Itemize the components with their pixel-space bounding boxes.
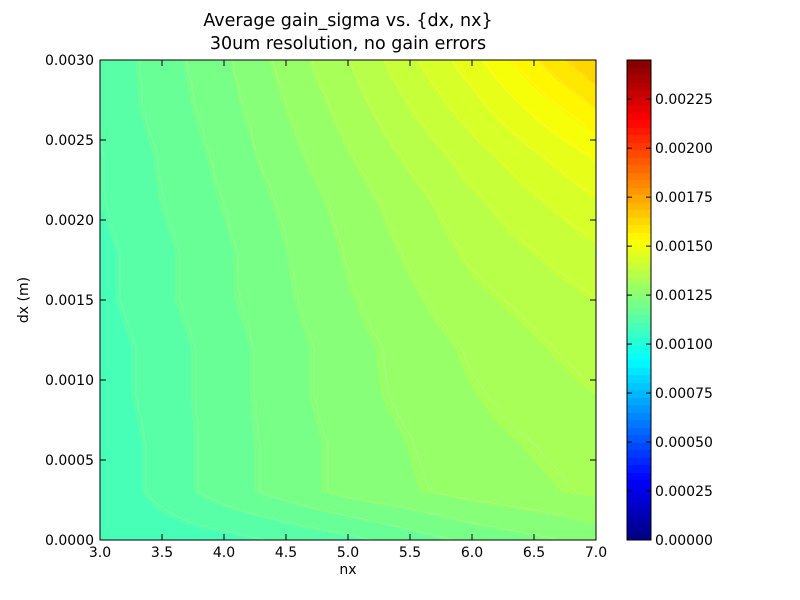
colorbar-tick-label: 0.00100 bbox=[655, 337, 713, 353]
contour-line bbox=[139, 60, 373, 540]
contour-line bbox=[271, 60, 569, 517]
chart-subtitle: 30um resolution, no gain errors bbox=[210, 34, 486, 54]
colorbar-ticks: 0.00000 0.00025 0.00050 0.00075 0.00100 0.001… bbox=[627, 92, 713, 549]
colorbar-tick-label: 0.00200 bbox=[655, 141, 713, 157]
colorbar-tick-label: 0.00050 bbox=[655, 435, 713, 451]
x-tick-label: 3.5 bbox=[151, 545, 173, 561]
x-tick-label: 5.5 bbox=[399, 545, 421, 561]
y-tick-label: 0.0020 bbox=[45, 213, 94, 229]
chart-title: Average gain_sigma vs. {dx, nx} bbox=[203, 11, 492, 31]
colorbar-tick-label: 0.00025 bbox=[655, 484, 713, 500]
contour-line bbox=[231, 60, 561, 540]
plot-area: 3.0 3.5 4.0 4.5 5.0 5.5 6.0 6.5 7.0 0.0000 0.0005… bbox=[45, 53, 607, 561]
x-tick-label: 6.5 bbox=[523, 545, 545, 561]
y-axis: 0.0000 0.0005 0.0010 0.0015 0.0020 0.0025 0.00… bbox=[45, 53, 596, 549]
y-tick-label: 0.0005 bbox=[45, 453, 94, 469]
colorbar-tick-label: 0.00075 bbox=[655, 386, 713, 402]
contour-line bbox=[100, 137, 267, 540]
x-tick-label: 6.0 bbox=[461, 545, 483, 561]
contour-line bbox=[511, 60, 587, 127]
x-axis: 3.0 3.5 4.0 4.5 5.0 5.5 6.0 6.5 7.0 bbox=[89, 60, 607, 561]
colorbar-tick-label: 0.00175 bbox=[655, 190, 713, 206]
y-tick-label: 0.0025 bbox=[45, 133, 94, 149]
contour-line bbox=[349, 60, 593, 385]
colorbar-tick-label: 0.00225 bbox=[655, 92, 713, 108]
y-tick-label: 0.0030 bbox=[45, 53, 94, 69]
contour-line bbox=[311, 60, 577, 493]
y-tick-label: 0.0015 bbox=[45, 293, 94, 309]
x-tick-label: 3.0 bbox=[89, 545, 111, 561]
contour-line bbox=[451, 60, 591, 193]
y-tick-label: 0.0000 bbox=[45, 533, 94, 549]
contour-line bbox=[417, 60, 587, 235]
contour-line bbox=[567, 60, 589, 79]
x-tick-label: 4.0 bbox=[213, 545, 235, 561]
colorbar-gradient bbox=[627, 60, 651, 540]
x-tick-label: 7.0 bbox=[585, 545, 607, 561]
contour-line bbox=[383, 60, 591, 295]
colorbar: 0.00000 0.00025 0.00050 0.00075 0.00100 0.001… bbox=[626, 59, 713, 549]
x-tick-label: 4.5 bbox=[275, 545, 297, 561]
contour-line bbox=[483, 60, 593, 157]
x-axis-label: nx bbox=[339, 562, 356, 578]
colorbar-frame bbox=[626, 59, 652, 541]
contour-line bbox=[185, 60, 453, 540]
y-tick-label: 0.0010 bbox=[45, 373, 94, 389]
contour-lines bbox=[100, 60, 593, 540]
heatmap-surface bbox=[100, 60, 596, 540]
x-tick-label: 5.0 bbox=[337, 545, 359, 561]
colorbar-tick-label: 0.00000 bbox=[655, 533, 713, 549]
colorbar-tick-label: 0.00125 bbox=[655, 288, 713, 304]
colorbar-tick-label: 0.00150 bbox=[655, 239, 713, 255]
y-axis-label: dx (m) bbox=[16, 277, 32, 323]
contour-line bbox=[539, 60, 589, 103]
